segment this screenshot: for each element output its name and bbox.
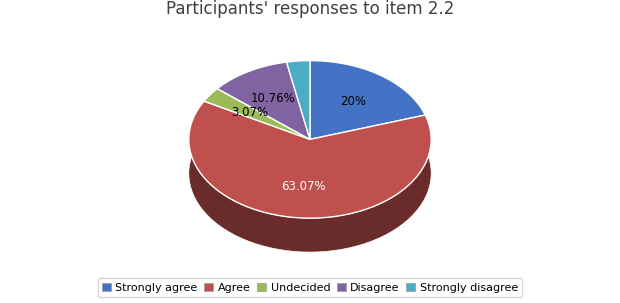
Polygon shape — [189, 101, 431, 252]
Polygon shape — [189, 101, 431, 218]
Text: 20%: 20% — [340, 95, 366, 108]
Text: 10.76%: 10.76% — [250, 92, 296, 105]
Text: 3.07%: 3.07% — [231, 106, 268, 119]
Polygon shape — [204, 89, 310, 139]
Polygon shape — [217, 62, 310, 139]
Polygon shape — [310, 61, 425, 139]
Text: 63.07%: 63.07% — [281, 180, 326, 193]
Text: Participants' responses to item 2.2: Participants' responses to item 2.2 — [166, 0, 454, 18]
Polygon shape — [286, 61, 310, 139]
Legend: Strongly agree, Agree, Undecided, Disagree, Strongly disagree: Strongly agree, Agree, Undecided, Disagr… — [97, 278, 523, 298]
Polygon shape — [310, 115, 425, 173]
